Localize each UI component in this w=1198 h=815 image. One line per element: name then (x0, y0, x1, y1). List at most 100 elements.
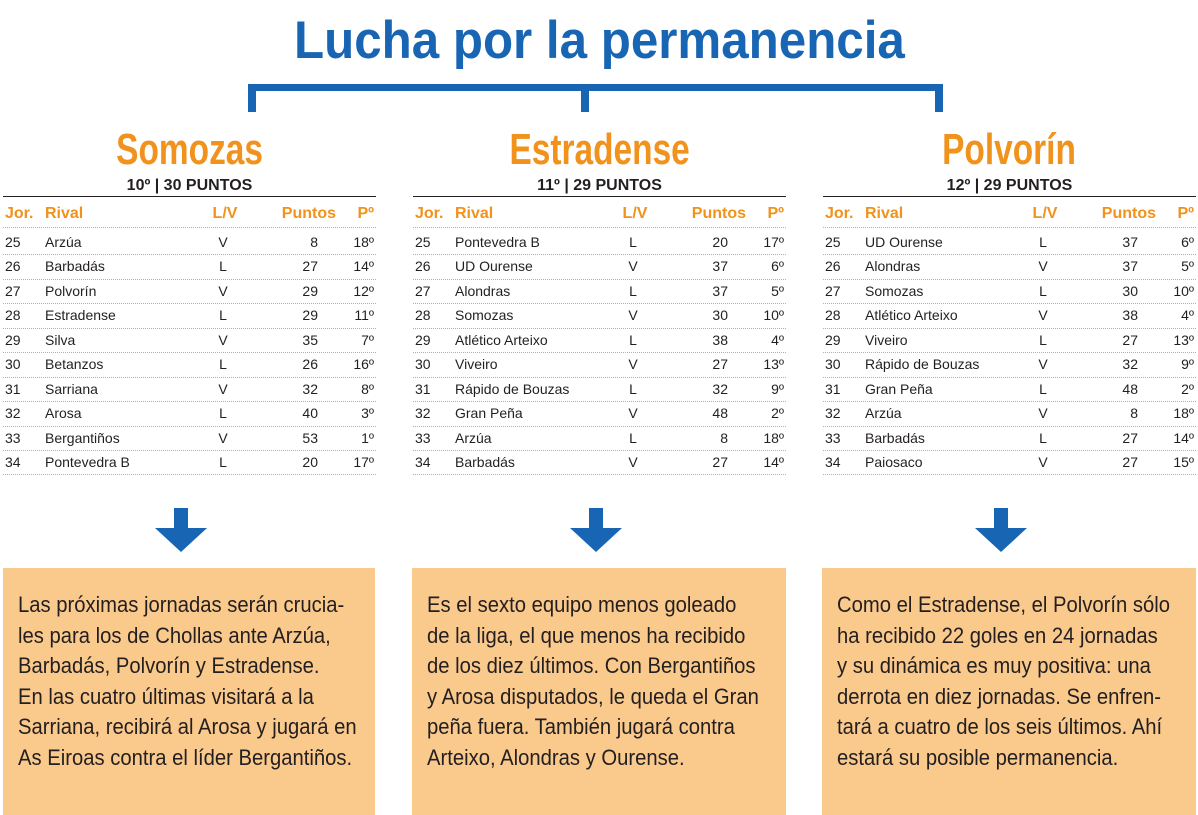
fixture-puntos: 8 (720, 429, 728, 446)
fixture-rival: Estradense (45, 307, 116, 324)
fixture-jor: 29 (5, 331, 21, 348)
table-top-rule (3, 196, 376, 197)
fixture-lv: V (218, 380, 228, 397)
fixture-lv: L (219, 405, 227, 422)
fixture-jor: 26 (825, 258, 841, 275)
fixture-pos: 4º (771, 331, 784, 348)
fixture-jor: 29 (415, 331, 431, 348)
fixture-rival: Atlético Arteixo (865, 307, 958, 324)
fixture-pos: 7º (361, 331, 374, 348)
fixture-row: 26 Alondras V 37 5º (823, 255, 1196, 280)
fixture-lv: V (1038, 258, 1048, 275)
fixture-puntos: 32 (1122, 356, 1138, 373)
summary-box-somozas: Las próximas jornadas serán crucia-les p… (3, 568, 375, 815)
fixture-rival: Barbadás (865, 429, 925, 446)
fixture-lv: V (628, 453, 638, 470)
summary-line: tará a cuatro de los seis últimos. Ahí (837, 714, 1163, 739)
fixture-row: 26 Barbadás L 27 14º (3, 255, 376, 280)
fixture-puntos: 20 (302, 453, 318, 470)
summary-line: de la liga, el que menos ha recibido (427, 622, 746, 648)
fixture-row: 25 Arzúa V 8 18º (3, 231, 376, 256)
fixture-pos: 5º (1181, 258, 1194, 275)
fixture-jor: 31 (825, 380, 841, 397)
fixture-lv: L (219, 453, 227, 470)
fixture-puntos: 35 (302, 331, 318, 348)
fixture-lv: L (629, 234, 637, 250)
fixture-lv: L (629, 331, 637, 348)
team-name-text: Polvorín (942, 125, 1077, 174)
fixture-jor: 34 (5, 453, 21, 470)
fixture-lv: L (1039, 429, 1047, 446)
fixture-puntos: 27 (712, 453, 728, 470)
summary-line: derrota en diez jornadas. Se enfren- (837, 683, 1162, 709)
fixture-row: 27 Polvorín V 29 12º (3, 280, 376, 305)
summary-text: Es el sexto equipo menos goleado de la li… (427, 590, 759, 773)
team-standing: 11º | 29 PUNTOS (537, 177, 662, 194)
fixture-lv: V (218, 234, 228, 250)
fixture-row: 30 Betanzos L 26 16º (3, 353, 376, 378)
fixture-puntos: 29 (302, 307, 318, 324)
fixture-row: 28 Atlético Arteixo V 38 4º (823, 304, 1196, 329)
team-name: Estradense (413, 125, 786, 175)
fixture-jor: 29 (825, 331, 841, 348)
fixture-jor: 34 (415, 453, 431, 470)
arrow-down-icon (975, 508, 1027, 552)
fixture-row: 29 Silva V 35 7º (3, 329, 376, 354)
fixture-row: 31 Gran Peña L 48 2º (823, 378, 1196, 403)
header-rival: Rival (865, 205, 904, 222)
fixture-lv: V (628, 356, 638, 373)
fixtures-table-body: 25 UD Ourense L 37 6º 26 Alondras V 37 5º 27 Somoza… (823, 231, 1196, 476)
fixture-pos: 13º (1173, 331, 1194, 348)
fixture-lv: L (629, 429, 637, 446)
header-lv: L/V (1032, 205, 1058, 222)
fixture-row: 25 UD Ourense L 37 6º (823, 231, 1196, 256)
fixture-rival: UD Ourense (865, 234, 943, 250)
connector-bracket (248, 84, 943, 112)
fixture-lv: V (218, 429, 228, 446)
fixture-rival: Paiosaco (865, 453, 923, 470)
fixture-jor: 25 (5, 234, 21, 250)
fixture-lv: L (219, 307, 227, 324)
fixture-rival: Arzúa (865, 405, 902, 422)
fixture-rival: Alondras (865, 258, 921, 275)
summary-line: peña fuera. También jugará contra (427, 714, 735, 739)
fixture-puntos: 27 (712, 356, 728, 373)
summary-line: ha recibido 22 goles en 24 jornadas (837, 622, 1158, 648)
arrow-down-icon (155, 508, 207, 552)
fixture-rival: Atlético Arteixo (455, 331, 548, 348)
summary-line: As Eiroas contra el líder Bergantiños. (18, 744, 353, 770)
fixture-lv: V (628, 405, 638, 422)
fixture-puntos: 37 (712, 258, 728, 275)
header-lv: L/V (622, 205, 648, 222)
fixture-pos: 9º (1181, 356, 1194, 373)
fixture-rival: Gran Peña (865, 380, 933, 397)
fixture-jor: 32 (415, 405, 431, 422)
fixture-pos: 17º (353, 453, 374, 470)
fixture-jor: 33 (5, 429, 21, 446)
fixture-rival: Pontevedra B (455, 234, 540, 250)
fixture-jor: 27 (825, 282, 841, 299)
fixture-row: 33 Bergantiños V 53 1º (3, 427, 376, 451)
header-pos: Pº (357, 205, 374, 222)
fixture-rival: Somozas (455, 307, 514, 324)
fixture-jor: 25 (415, 234, 431, 250)
header-jor: Jor. (825, 205, 854, 222)
fixture-row: 32 Arzúa V 8 18º (823, 402, 1196, 427)
header-pos: Pº (1177, 205, 1194, 222)
team-name-text: Somozas (116, 125, 263, 174)
header-pos: Pº (767, 205, 784, 222)
fixture-rival: Arosa (45, 405, 82, 422)
fixture-pos: 4º (1181, 307, 1194, 324)
fixture-jor: 32 (5, 405, 21, 422)
fixture-jor: 25 (825, 234, 841, 250)
header-puntos: Puntos (1101, 205, 1156, 222)
fixture-row: 33 Barbadás L 27 14º (823, 427, 1196, 451)
fixture-row: 26 UD Ourense V 37 6º (413, 255, 786, 280)
fixture-puntos: 26 (302, 356, 318, 373)
fixture-jor: 28 (5, 307, 21, 324)
fixture-rival: Polvorín (45, 282, 97, 299)
fixture-lv: V (628, 307, 638, 324)
fixture-puntos: 48 (712, 405, 728, 422)
fixture-pos: 14º (763, 453, 784, 470)
fixture-jor: 27 (415, 282, 431, 299)
